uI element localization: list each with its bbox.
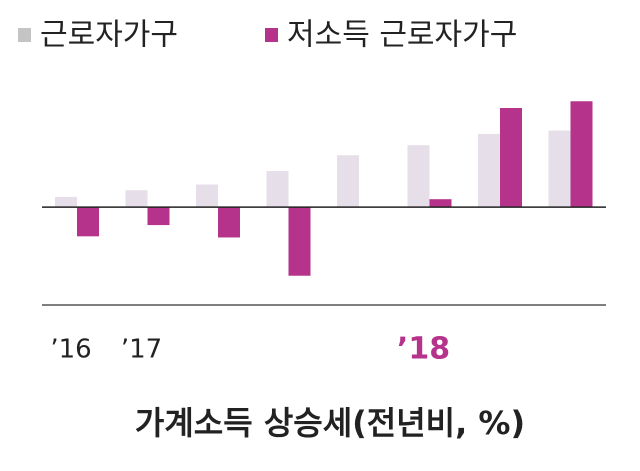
bar	[570, 101, 593, 208]
bar	[337, 155, 359, 208]
bar	[266, 171, 289, 208]
bar	[407, 145, 430, 208]
bar	[288, 207, 311, 276]
bar	[125, 190, 148, 208]
legend-swatch	[265, 28, 278, 42]
bar	[196, 184, 218, 208]
bar	[218, 207, 240, 238]
bar	[500, 108, 522, 208]
bar	[478, 133, 500, 208]
bar	[429, 199, 452, 208]
bar	[147, 207, 170, 226]
bar	[548, 130, 571, 208]
chart-title: 가계소득 상승세(전년비, %)	[135, 404, 525, 442]
x-tick-label: ’18	[397, 332, 450, 367]
x-tick-label: ’16	[50, 335, 91, 365]
x-tick-label: ’17	[121, 335, 162, 365]
legend-swatch	[18, 28, 31, 42]
bar	[55, 196, 77, 208]
legend-label: 저소득 근로자가구	[287, 18, 517, 53]
legend-label: 근로자가구	[40, 18, 178, 53]
bar	[77, 207, 99, 237]
